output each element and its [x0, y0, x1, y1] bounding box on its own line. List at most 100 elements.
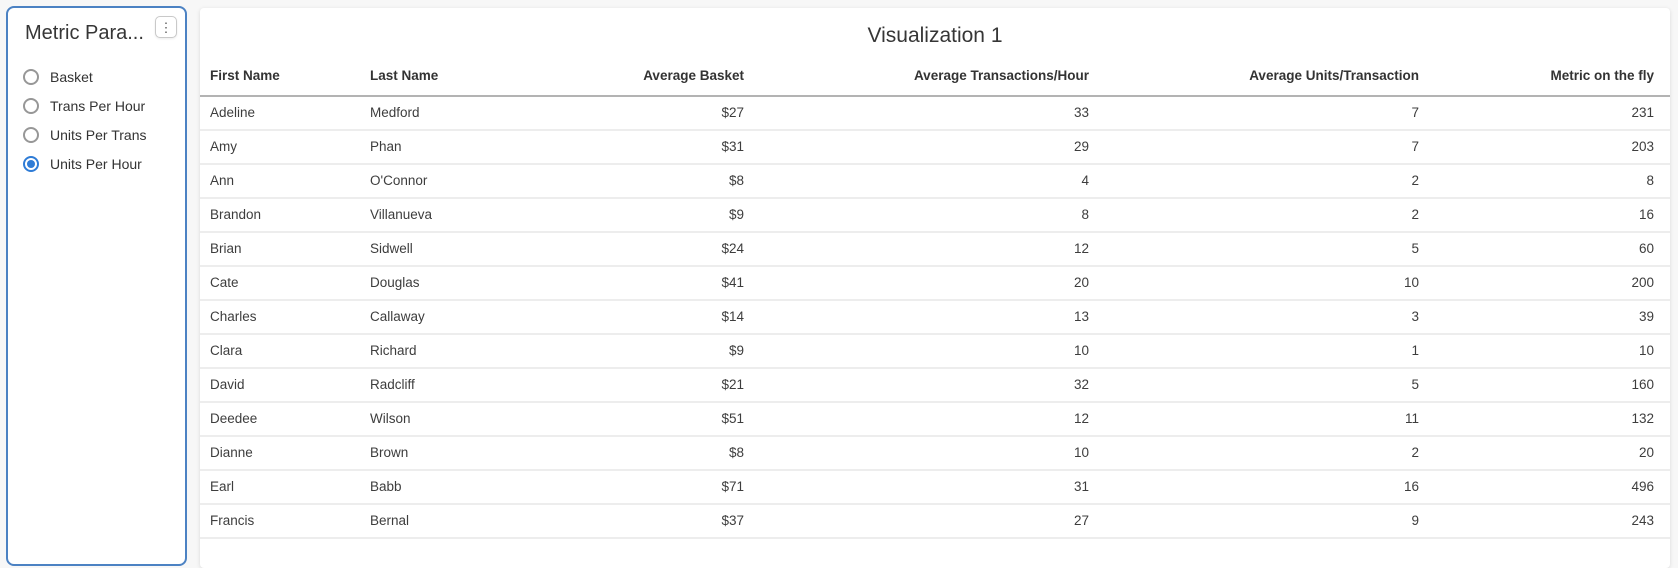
- cell-average-transactions-hour: 13: [760, 300, 1105, 335]
- table-row: Earl Babb $71 31 16 496: [200, 470, 1670, 505]
- cell-last-name: Radcliff: [360, 368, 535, 403]
- cell-first-name: Cate: [200, 266, 360, 301]
- cell-average-transactions-hour: 33: [760, 96, 1105, 131]
- table-row: Charles Callaway $14 13 3 39: [200, 300, 1670, 335]
- cell-metric-on-the-fly: 8: [1435, 164, 1670, 199]
- cell-metric-on-the-fly: 132: [1435, 402, 1670, 437]
- cell-average-basket: $8: [535, 436, 760, 471]
- cell-average-basket: $37: [535, 504, 760, 539]
- radio-unselected-icon: [23, 69, 39, 85]
- radio-option-basket[interactable]: Basket: [8, 66, 185, 88]
- cell-average-transactions-hour: 12: [760, 402, 1105, 437]
- cell-average-units-transaction: 5: [1105, 232, 1435, 267]
- cell-average-basket: $9: [535, 198, 760, 233]
- cell-average-transactions-hour: 32: [760, 368, 1105, 403]
- table-row: Deedee Wilson $51 12 11 132: [200, 402, 1670, 437]
- panel-menu-button[interactable]: ⋮: [155, 16, 177, 38]
- radio-selected-icon: [23, 156, 39, 172]
- column-header-last-name: Last Name: [360, 58, 535, 97]
- cell-last-name: Villanueva: [360, 198, 535, 233]
- table-row: Dianne Brown $8 10 2 20: [200, 436, 1670, 471]
- cell-metric-on-the-fly: 203: [1435, 130, 1670, 165]
- visualization-card: Visualization 1 First Name Last Name Avera…: [200, 8, 1670, 568]
- cell-average-units-transaction: 9: [1105, 504, 1435, 539]
- column-header-average-transactions-hour: Average Transactions/Hour: [760, 58, 1105, 97]
- table-row: Francis Bernal $37 27 9 243: [200, 504, 1670, 539]
- column-header-first-name: First Name: [200, 58, 360, 97]
- metric-parameter-panel: Metric Para... ⋮ Basket Trans Per Hour Uni…: [6, 6, 187, 566]
- radio-option-label: Units Per Trans: [50, 127, 147, 143]
- cell-average-basket: $8: [535, 164, 760, 199]
- data-table: First Name Last Name Average Basket Average…: [200, 58, 1670, 539]
- cell-average-basket: $9: [535, 334, 760, 369]
- cell-average-units-transaction: 11: [1105, 402, 1435, 437]
- cell-first-name: David: [200, 368, 360, 403]
- cell-first-name: Deedee: [200, 402, 360, 437]
- table-row: Brian Sidwell $24 12 5 60: [200, 232, 1670, 267]
- cell-metric-on-the-fly: 20: [1435, 436, 1670, 471]
- cell-average-basket: $41: [535, 266, 760, 301]
- cell-average-transactions-hour: 10: [760, 436, 1105, 471]
- radio-unselected-icon: [23, 98, 39, 114]
- kebab-vertical-icon: ⋮: [159, 19, 173, 35]
- cell-last-name: Bernal: [360, 504, 535, 539]
- table-row: Amy Phan $31 29 7 203: [200, 130, 1670, 165]
- cell-first-name: Dianne: [200, 436, 360, 471]
- cell-average-basket: $51: [535, 402, 760, 437]
- cell-last-name: Richard: [360, 334, 535, 369]
- cell-average-units-transaction: 2: [1105, 198, 1435, 233]
- cell-average-units-transaction: 3: [1105, 300, 1435, 335]
- cell-first-name: Brandon: [200, 198, 360, 233]
- table-row: Cate Douglas $41 20 10 200: [200, 266, 1670, 301]
- radio-option-units-per-hour[interactable]: Units Per Hour: [8, 153, 185, 175]
- radio-option-trans-per-hour[interactable]: Trans Per Hour: [8, 95, 185, 117]
- table-row: Clara Richard $9 10 1 10: [200, 334, 1670, 369]
- cell-average-basket: $27: [535, 96, 760, 131]
- table-row: Brandon Villanueva $9 8 2 16: [200, 198, 1670, 233]
- cell-average-transactions-hour: 29: [760, 130, 1105, 165]
- cell-average-units-transaction: 7: [1105, 96, 1435, 131]
- cell-average-transactions-hour: 12: [760, 232, 1105, 267]
- cell-last-name: Brown: [360, 436, 535, 471]
- cell-average-transactions-hour: 8: [760, 198, 1105, 233]
- cell-metric-on-the-fly: 496: [1435, 470, 1670, 505]
- column-header-average-basket: Average Basket: [535, 58, 760, 97]
- radio-unselected-icon: [23, 127, 39, 143]
- cell-average-units-transaction: 5: [1105, 368, 1435, 403]
- cell-last-name: Sidwell: [360, 232, 535, 267]
- cell-last-name: Wilson: [360, 402, 535, 437]
- cell-average-units-transaction: 2: [1105, 436, 1435, 471]
- cell-average-units-transaction: 7: [1105, 130, 1435, 165]
- cell-last-name: Phan: [360, 130, 535, 165]
- table-row: Adeline Medford $27 33 7 231: [200, 96, 1670, 131]
- cell-average-basket: $21: [535, 368, 760, 403]
- panel-title: Metric Para...: [25, 22, 144, 44]
- cell-average-units-transaction: 2: [1105, 164, 1435, 199]
- cell-average-transactions-hour: 10: [760, 334, 1105, 369]
- cell-metric-on-the-fly: 10: [1435, 334, 1670, 369]
- cell-first-name: Brian: [200, 232, 360, 267]
- cell-metric-on-the-fly: 231: [1435, 96, 1670, 131]
- cell-first-name: Ann: [200, 164, 360, 199]
- cell-average-transactions-hour: 31: [760, 470, 1105, 505]
- cell-last-name: Callaway: [360, 300, 535, 335]
- cell-metric-on-the-fly: 200: [1435, 266, 1670, 301]
- cell-average-transactions-hour: 20: [760, 266, 1105, 301]
- cell-metric-on-the-fly: 16: [1435, 198, 1670, 233]
- radio-option-units-per-trans[interactable]: Units Per Trans: [8, 124, 185, 146]
- visualization-title: Visualization 1: [867, 24, 1003, 47]
- cell-metric-on-the-fly: 160: [1435, 368, 1670, 403]
- cell-average-units-transaction: 10: [1105, 266, 1435, 301]
- radio-option-label: Trans Per Hour: [50, 98, 146, 114]
- radio-option-label: Units Per Hour: [50, 156, 142, 172]
- table-row: David Radcliff $21 32 5 160: [200, 368, 1670, 403]
- table-row: Ann O'Connor $8 4 2 8: [200, 164, 1670, 199]
- table-header-row: First Name Last Name Average Basket Average…: [200, 58, 1670, 97]
- column-header-metric-on-the-fly: Metric on the fly: [1435, 58, 1670, 97]
- cell-last-name: O'Connor: [360, 164, 535, 199]
- cell-metric-on-the-fly: 39: [1435, 300, 1670, 335]
- cell-first-name: Earl: [200, 470, 360, 505]
- cell-metric-on-the-fly: 60: [1435, 232, 1670, 267]
- metric-radio-group: Basket Trans Per Hour Units Per Trans Units…: [8, 66, 185, 175]
- cell-first-name: Charles: [200, 300, 360, 335]
